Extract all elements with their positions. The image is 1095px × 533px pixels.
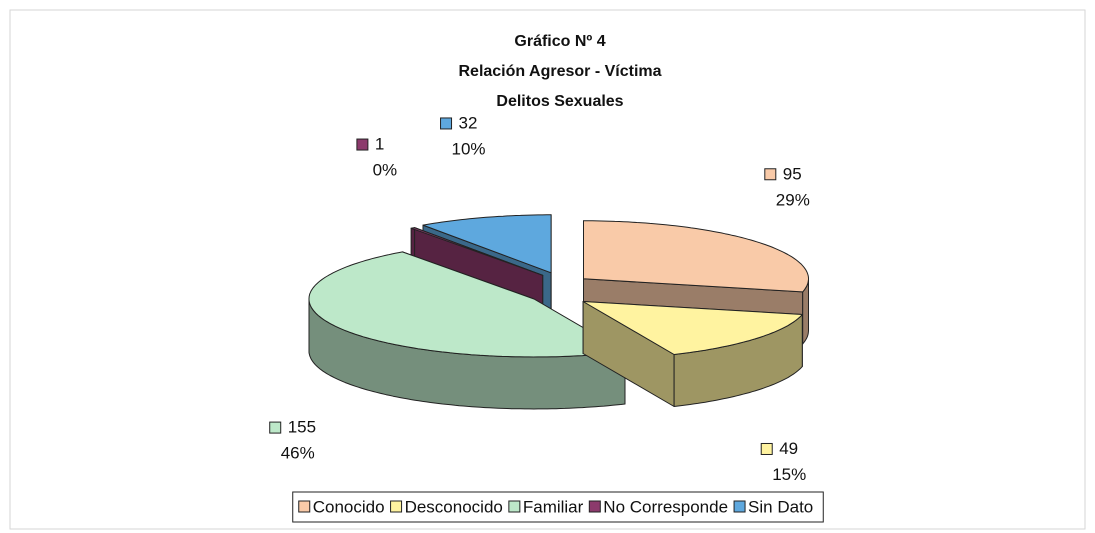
label-value: 95 (783, 164, 802, 183)
legend-item: No Corresponde (588, 497, 728, 516)
label-swatch (440, 117, 453, 130)
data-label: 10% (356, 135, 398, 180)
legend-item: Familiar (508, 497, 584, 516)
slice (583, 220, 809, 293)
label-swatch (269, 421, 282, 434)
label-value: 1 (375, 135, 384, 154)
legend-swatch (298, 500, 311, 513)
legend-item: Desconocido (390, 497, 503, 516)
label-percent: 10% (452, 139, 486, 158)
label-value: 49 (779, 439, 798, 458)
legend-swatch (588, 500, 601, 513)
label-value: 155 (288, 418, 316, 437)
label-swatch (760, 442, 773, 455)
label-percent: 29% (776, 190, 810, 209)
legend-item: Conocido (298, 497, 385, 516)
legend-label: Desconocido (405, 497, 503, 516)
chart-title: Relación Agresor - Víctima (458, 63, 661, 80)
slice (582, 301, 803, 355)
legend-swatch (733, 500, 746, 513)
label-swatch (356, 138, 369, 151)
label-percent: 15% (772, 465, 806, 484)
slice (308, 251, 626, 358)
legend-label: Conocido (313, 497, 385, 516)
legend-swatch (390, 500, 403, 513)
chart-title: Gráfico Nº 4 (514, 33, 605, 50)
legend-swatch (508, 500, 521, 513)
label-value: 32 (459, 113, 478, 132)
slice (410, 227, 544, 276)
label-percent: 0% (373, 161, 398, 180)
legend-label: Familiar (523, 497, 584, 516)
chart-title: Delitos Sexuales (496, 93, 623, 110)
legend-item: Sin Dato (733, 497, 813, 516)
label-percent: 46% (281, 444, 315, 463)
slice (422, 214, 552, 274)
label-swatch (764, 168, 777, 181)
legend-label: Sin Dato (748, 497, 813, 516)
legend-label: No Corresponde (603, 497, 728, 516)
